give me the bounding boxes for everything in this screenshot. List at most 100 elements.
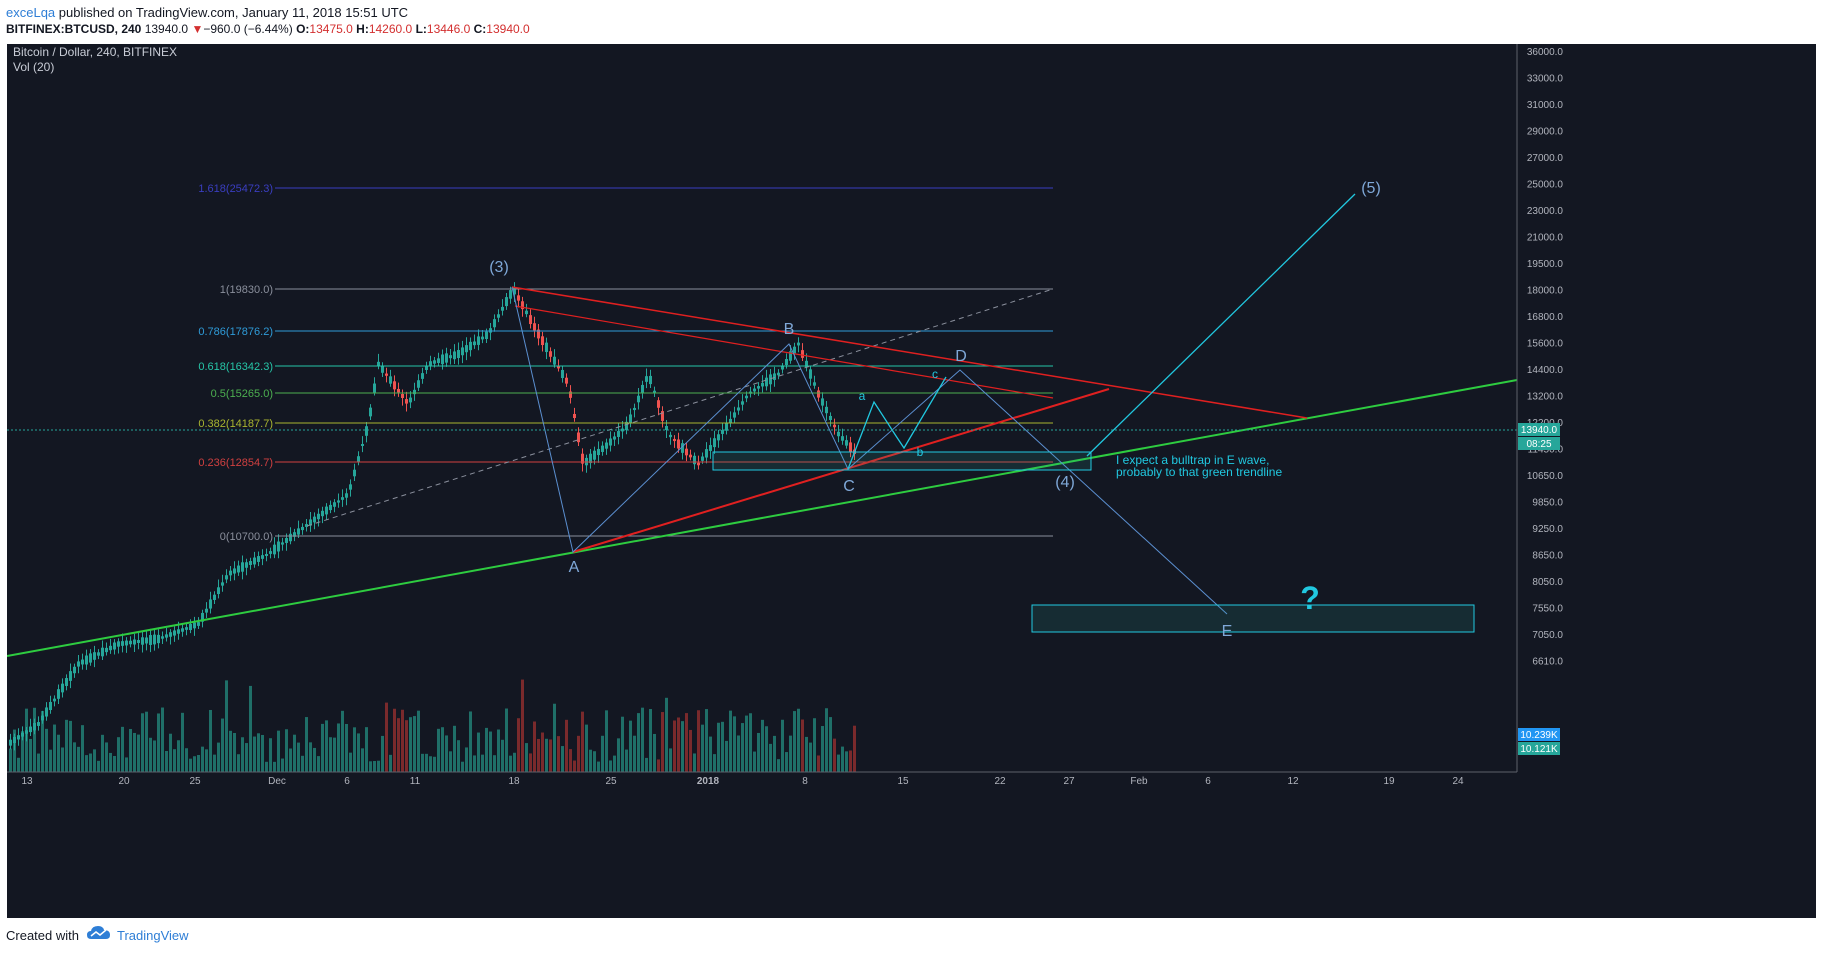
volume-tag-1: 10.239K bbox=[1520, 730, 1558, 741]
tradingview-cloud-icon[interactable] bbox=[86, 924, 112, 942]
price-axis-tick: 27000.0 bbox=[1527, 153, 1564, 164]
price-axis-tick: 7050.0 bbox=[1532, 630, 1563, 641]
green-trendline[interactable] bbox=[6, 379, 1518, 657]
time-axis-tick: 2018 bbox=[697, 776, 720, 787]
price-axis-tick: 29000.0 bbox=[1527, 127, 1564, 138]
last-price-tag-bg bbox=[1518, 423, 1560, 436]
countdown-tag-bg bbox=[1518, 437, 1560, 450]
ohlc-line: BITFINEX:BTCUSD, 240 13940.0 ▼−960.0 (−6… bbox=[6, 22, 530, 36]
open-label: O: bbox=[296, 22, 310, 36]
fib-label-0786: 0.786(17876.2) bbox=[198, 326, 273, 338]
high-value: 14260.0 bbox=[368, 22, 413, 36]
chart-title: Bitcoin / Dollar, 240, BITFINEX bbox=[13, 45, 177, 59]
last-price: 13940.0 bbox=[144, 22, 189, 36]
publish-header: exceLqa published on TradingView.com, Ja… bbox=[0, 0, 1824, 44]
fib-retracement[interactable]: 1.618(25472.3) 1(19830.0) 0.786(17876.2)… bbox=[198, 183, 1054, 543]
wave-label-3: (3) bbox=[489, 259, 509, 276]
volume-tag-1-bg bbox=[1518, 728, 1560, 741]
time-axis-tick: Feb bbox=[1130, 776, 1148, 787]
chart-area[interactable]: 1.618(25472.3) 1(19830.0) 0.786(17876.2)… bbox=[6, 44, 1816, 918]
time-axis-tick: 19 bbox=[1383, 776, 1395, 787]
price-axis-tick: 18000.0 bbox=[1527, 286, 1564, 297]
fib-label-05: 0.5(15265.0) bbox=[211, 388, 273, 400]
time-axis-tick: 24 bbox=[1452, 776, 1464, 787]
price-axis-tick: 33000.0 bbox=[1527, 74, 1564, 85]
volume-bars bbox=[9, 679, 856, 772]
low-value: 13446.0 bbox=[426, 22, 471, 36]
footer: Created with TradingView bbox=[0, 918, 1824, 953]
note-line-1: I expect a bulltrap in E wave, bbox=[1116, 453, 1269, 467]
time-axis-tick: 15 bbox=[897, 776, 909, 787]
target-zone-e[interactable] bbox=[1031, 604, 1475, 633]
volume-tag-2: 10.121K bbox=[1520, 744, 1558, 755]
last-price-tag: 13940.0 bbox=[1521, 425, 1558, 436]
wave-label-c-minor: c bbox=[932, 367, 938, 381]
price-axis-tick: 8650.0 bbox=[1532, 551, 1563, 562]
countdown-tag: 08:25 bbox=[1526, 439, 1551, 450]
down-arrow-icon: ▼ bbox=[191, 22, 204, 36]
fib-label-0618: 0.618(16342.3) bbox=[198, 361, 273, 373]
volume-tag-2-bg bbox=[1518, 742, 1560, 755]
wave5-projection[interactable] bbox=[1086, 193, 1356, 457]
wave-label-4: (4) bbox=[1055, 474, 1075, 491]
fib-label-1: 1(19830.0) bbox=[220, 284, 273, 296]
time-axis-tick: 6 bbox=[1205, 776, 1211, 787]
wave-abc-path[interactable] bbox=[511, 286, 1228, 615]
time-axis-tick: 6 bbox=[344, 776, 350, 787]
wave-label-a-minor: a bbox=[859, 389, 866, 403]
price-axis-tick: 13200.0 bbox=[1527, 392, 1564, 403]
projection-abc-path[interactable] bbox=[847, 376, 947, 470]
price-axis-tick: 16800.0 bbox=[1527, 312, 1564, 323]
time-axis-tick: 8 bbox=[802, 776, 808, 787]
price-axis-tick: 6610.0 bbox=[1532, 657, 1563, 668]
price-axis-tick: 10650.0 bbox=[1527, 471, 1564, 482]
wave-label-d-major: D bbox=[955, 348, 967, 365]
price-axis-tick: 9250.0 bbox=[1532, 524, 1563, 535]
price-change: −960.0 (−6.44%) bbox=[203, 22, 293, 36]
wave-label-b-major: B bbox=[784, 321, 795, 338]
fib-label-0: 0(10700.0) bbox=[220, 531, 273, 543]
time-axis-tick: 20 bbox=[118, 776, 130, 787]
price-axis-tick: 14400.0 bbox=[1527, 365, 1564, 376]
wave-label-5: (5) bbox=[1361, 180, 1381, 197]
price-axis-tick: 23000.0 bbox=[1527, 206, 1564, 217]
price-axis-tick: 36000.0 bbox=[1527, 47, 1564, 58]
question-mark: ? bbox=[1300, 580, 1320, 616]
note-line-2: probably to that green trendline bbox=[1116, 465, 1282, 479]
high-label: H: bbox=[356, 22, 369, 36]
publish-line: exceLqa published on TradingView.com, Ja… bbox=[6, 5, 408, 20]
fib-trend-dashed bbox=[306, 288, 1054, 527]
time-axis-tick: 13 bbox=[21, 776, 33, 787]
time-axis-labels: 13 20 25 Dec 6 11 18 25 2018 8 15 22 27 Feb 6 12 19 24 bbox=[21, 776, 1464, 787]
price-axis-tick: 19500.0 bbox=[1527, 259, 1564, 270]
price-axis-tick: 7550.0 bbox=[1532, 604, 1563, 615]
price-axis-tick: 21000.0 bbox=[1527, 233, 1564, 244]
time-axis-tick: 18 bbox=[508, 776, 520, 787]
tradingview-brand-link[interactable]: TradingView bbox=[117, 928, 189, 943]
open-value: 13475.0 bbox=[309, 22, 353, 36]
fib-label-0382: 0.382(14187.7) bbox=[198, 418, 273, 430]
low-label: L: bbox=[415, 22, 427, 36]
time-axis-tick: 25 bbox=[605, 776, 617, 787]
wave-label-c-major: C bbox=[843, 478, 855, 495]
time-axis-tick: Dec bbox=[268, 776, 286, 787]
price-candles bbox=[9, 282, 856, 751]
price-axis-tick: 8050.0 bbox=[1532, 577, 1563, 588]
price-axis-tick: 15600.0 bbox=[1527, 339, 1564, 350]
wave-label-a-major: A bbox=[569, 559, 580, 576]
volume-indicator-label: Vol (20) bbox=[13, 60, 54, 74]
symbol-label: BITFINEX:BTCUSD, 240 bbox=[6, 22, 142, 36]
time-axis-tick: 11 bbox=[410, 776, 421, 787]
red-trendline-mid[interactable] bbox=[514, 305, 1054, 399]
price-axis[interactable] bbox=[1517, 44, 1816, 918]
red-trendline-upper[interactable] bbox=[511, 286, 1308, 419]
author-link[interactable]: exceLqa bbox=[6, 5, 56, 20]
time-axis-tick: 22 bbox=[994, 776, 1006, 787]
created-with-label: Created with bbox=[6, 928, 79, 943]
close-label: C: bbox=[473, 22, 487, 36]
chart-canvas[interactable]: 1.618(25472.3) 1(19830.0) 0.786(17876.2)… bbox=[6, 44, 1816, 918]
fib-label-0236: 0.236(12854.7) bbox=[198, 457, 273, 469]
price-axis-tick: 31000.0 bbox=[1527, 100, 1564, 111]
time-axis-tick: 25 bbox=[189, 776, 201, 787]
bulltrap-zone[interactable] bbox=[712, 451, 1092, 471]
